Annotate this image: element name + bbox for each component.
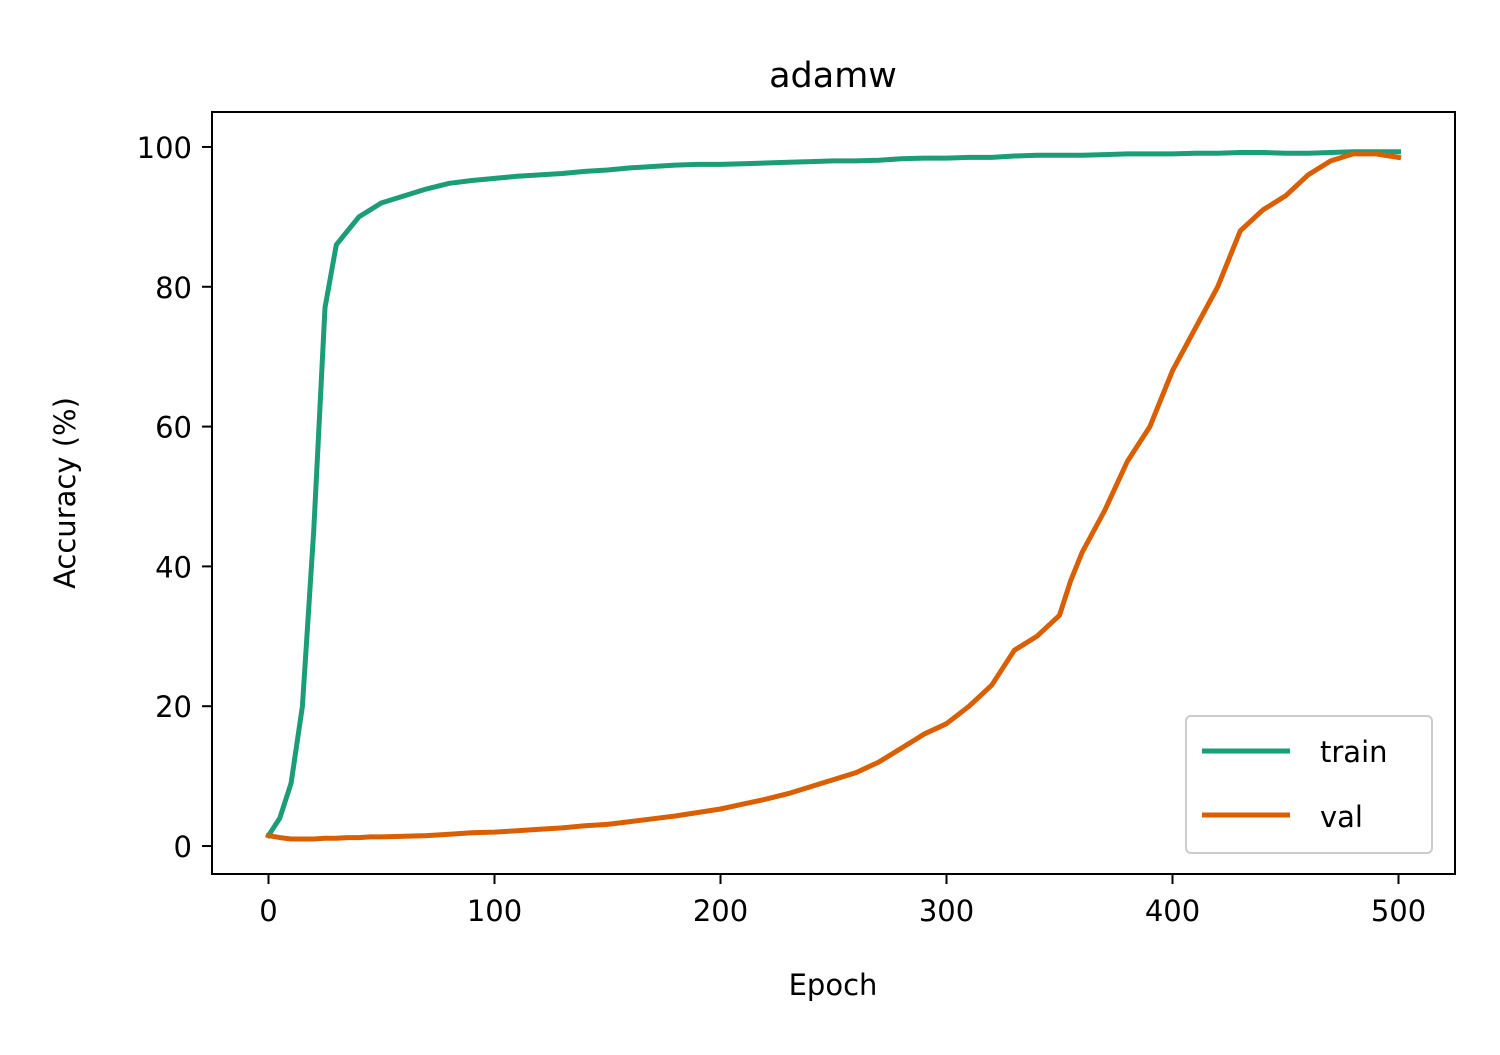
series-line-train xyxy=(265,149,1401,840)
x-tick-label: 100 xyxy=(467,894,522,928)
y-tick-label: 60 xyxy=(155,411,192,445)
series-line-val xyxy=(265,151,1402,842)
plot-area-frame xyxy=(211,111,1456,875)
y-axis-label: Accuracy (%) xyxy=(48,397,82,589)
x-axis: 0 100 200 300 400 500 xyxy=(259,874,1426,928)
y-tick-label: 0 xyxy=(174,830,192,864)
y-axis: 0 20 40 60 80 100 xyxy=(137,131,212,864)
x-axis-label: Epoch xyxy=(789,968,878,1002)
legend-label-train: train xyxy=(1320,735,1388,769)
legend: train val xyxy=(1185,715,1433,854)
x-tick-label: 400 xyxy=(1145,894,1200,928)
legend-label-val: val xyxy=(1320,800,1363,834)
plot-marks xyxy=(265,149,1402,842)
x-tick-label: 500 xyxy=(1371,894,1426,928)
legend-box xyxy=(1185,715,1433,854)
y-tick-label: 80 xyxy=(155,271,192,305)
y-tick-label: 100 xyxy=(137,131,192,165)
x-tick-label: 200 xyxy=(693,894,748,928)
y-tick-label: 40 xyxy=(155,550,192,584)
chart-title: adamw xyxy=(769,56,897,96)
y-tick-label: 20 xyxy=(155,690,192,724)
x-tick-label: 0 xyxy=(259,894,277,928)
x-tick-label: 300 xyxy=(919,894,974,928)
